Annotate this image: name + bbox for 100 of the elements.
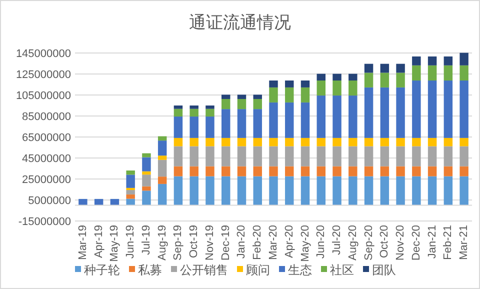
bar	[348, 176, 358, 206]
y-tick-label: 145000000	[16, 48, 71, 60]
bar	[285, 102, 294, 138]
bar	[221, 138, 230, 146]
x-tick-label: Jan-20	[236, 225, 248, 259]
bar	[316, 80, 326, 96]
y-tick-label: 45000000	[22, 153, 71, 165]
bar	[174, 116, 183, 138]
bar	[206, 108, 214, 117]
bar	[380, 72, 390, 88]
bar	[237, 166, 246, 176]
x-tick-label: Aug-20	[346, 225, 359, 260]
bar	[206, 106, 214, 109]
bar	[364, 176, 374, 206]
bar	[206, 146, 214, 166]
bar	[142, 171, 151, 175]
bar	[158, 136, 167, 141]
bar	[253, 146, 262, 166]
bar	[300, 87, 310, 102]
x-tick-label: Jan-21	[426, 225, 438, 259]
chart-title: 通证流通情况	[189, 13, 291, 32]
bar	[285, 166, 294, 176]
bar	[444, 146, 453, 166]
bar	[316, 96, 326, 138]
x-tick-label: Aug-19	[156, 225, 168, 260]
bar	[190, 106, 198, 109]
bar	[412, 146, 421, 166]
bar	[396, 176, 405, 206]
bar	[190, 176, 198, 206]
bar	[158, 160, 167, 177]
bar	[444, 176, 453, 206]
y-tick-label: 85000000	[22, 111, 71, 123]
bar	[428, 56, 437, 66]
bar	[158, 140, 167, 156]
bar	[142, 174, 151, 186]
x-tick-label: May-19	[108, 225, 121, 262]
x-tick-label: Nov-20	[394, 225, 407, 260]
bar	[174, 108, 183, 117]
x-tick-label: Sep-19	[172, 225, 184, 260]
y-tick-label: -15000000	[18, 216, 71, 228]
bar	[428, 65, 437, 81]
bar	[316, 138, 326, 146]
x-tick-label: Feb-21	[442, 225, 454, 260]
y-tick-label: 125000000	[16, 69, 71, 81]
bar	[269, 87, 278, 102]
bar	[158, 184, 167, 206]
bar	[428, 176, 437, 206]
x-tick-label: Apr-19	[92, 225, 105, 258]
bar	[364, 146, 374, 166]
bar	[380, 138, 390, 146]
bar	[237, 138, 246, 146]
bar	[380, 176, 390, 206]
bar	[300, 166, 310, 176]
bar	[221, 109, 230, 138]
bar	[364, 72, 374, 88]
bar	[300, 176, 310, 206]
bar	[460, 166, 468, 176]
bar	[460, 138, 468, 146]
bar	[206, 138, 214, 146]
bar	[126, 174, 135, 188]
bar	[158, 156, 167, 160]
bar	[444, 138, 453, 146]
bar	[253, 138, 262, 146]
legend-label: 生态	[288, 263, 312, 277]
bar	[444, 80, 453, 138]
bar	[364, 87, 374, 138]
bar	[396, 138, 405, 146]
bar	[110, 198, 120, 206]
bar	[174, 146, 183, 166]
bar	[237, 176, 246, 206]
bar	[269, 102, 278, 138]
bar	[253, 94, 262, 99]
y-tick-label: 25000000	[22, 174, 71, 186]
bar	[332, 138, 342, 146]
x-tick-label: Dec-19	[220, 225, 232, 260]
bar	[460, 146, 468, 166]
bar	[428, 138, 437, 146]
bar	[364, 138, 374, 146]
bar	[348, 80, 358, 96]
x-tick-label: Mar-19	[76, 225, 89, 260]
bar	[174, 166, 183, 176]
bar	[190, 116, 198, 138]
bar	[460, 65, 468, 81]
x-tick-label: Feb-20	[252, 225, 264, 260]
bar	[396, 166, 405, 176]
bar	[269, 138, 278, 146]
bar	[300, 80, 310, 88]
bar	[126, 194, 135, 199]
bar	[380, 87, 390, 138]
bar	[285, 87, 294, 102]
legend-label: 私募	[138, 263, 162, 277]
bar	[285, 138, 294, 146]
bar	[316, 146, 326, 166]
x-tick-label: Apr-20	[283, 225, 296, 258]
x-tick-label: Jul-20	[331, 225, 344, 255]
bar	[221, 166, 230, 176]
bar	[380, 64, 390, 73]
bar	[221, 94, 230, 99]
bar	[316, 176, 326, 206]
bar	[190, 138, 198, 146]
